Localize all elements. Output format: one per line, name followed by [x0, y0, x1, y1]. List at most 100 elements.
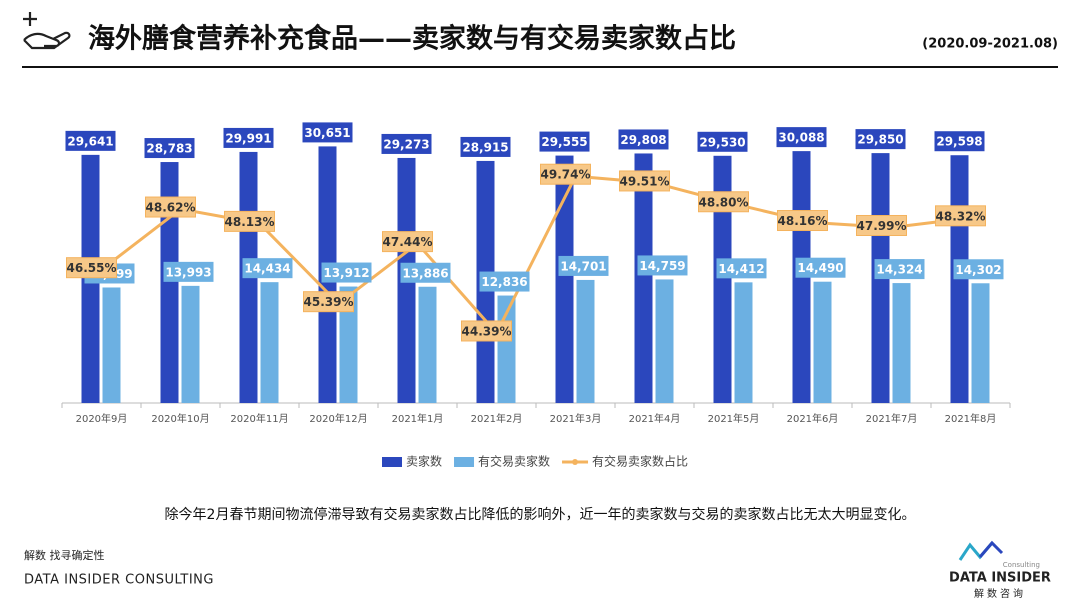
value-label-box: [145, 196, 196, 218]
bar: [892, 283, 911, 403]
value-label-box: [321, 262, 372, 283]
logo-cn: 解数咨询: [974, 587, 1026, 600]
value-label-box: [65, 130, 116, 151]
value-label: 29,850: [857, 133, 903, 147]
legend-label: 有交易卖家数占比: [592, 454, 688, 469]
value-label: 30,651: [304, 126, 350, 140]
value-label-box: [303, 291, 354, 313]
value-label: 14,302: [955, 263, 1001, 277]
value-label-box: [540, 163, 591, 185]
bar: [713, 155, 732, 403]
value-label: 48.13%: [225, 215, 275, 229]
value-label-box: [302, 122, 353, 143]
value-label-box: [618, 129, 669, 150]
logo-sub: Consulting: [1003, 561, 1040, 569]
value-label: 14,759: [639, 259, 685, 273]
title-icon: [23, 12, 71, 50]
value-label-box: [934, 131, 985, 152]
bar: [971, 283, 990, 403]
value-label: 29,530: [699, 135, 745, 149]
value-label: 14,412: [718, 262, 764, 276]
value-label: 13,886: [402, 266, 448, 280]
legend-label: 卖家数: [406, 454, 442, 469]
logo-mark: [958, 540, 1004, 561]
bar: [813, 281, 832, 403]
value-label-box: [539, 131, 590, 152]
value-label: 29,808: [620, 133, 666, 147]
legend-swatch: [454, 457, 475, 467]
bar: [339, 286, 358, 403]
bar: [734, 282, 753, 403]
value-label: 30,088: [778, 131, 824, 145]
value-label-box: [381, 133, 432, 154]
value-label: 47.99%: [857, 219, 907, 233]
value-label: 45.39%: [304, 295, 354, 309]
x-tick-label: 2021年2月: [471, 412, 523, 425]
value-label-box: [400, 262, 451, 283]
x-tick-label: 2021年1月: [392, 412, 444, 425]
value-label-box: [777, 210, 828, 232]
value-label: 44.39%: [462, 324, 512, 338]
value-label-box: [855, 129, 906, 150]
value-label: 46.55%: [67, 261, 117, 275]
value-label: 14,324: [876, 263, 922, 277]
value-label-box: [619, 170, 670, 192]
line: [100, 174, 971, 336]
value-label: 49.74%: [541, 168, 591, 182]
x-tick-label: 2020年12月: [309, 412, 367, 425]
value-label: 28,915: [462, 140, 508, 154]
x-tick-label: 2020年10月: [151, 412, 209, 425]
value-label-box: [697, 131, 748, 152]
legend-swatch-dot: [572, 459, 579, 465]
value-label: 13,993: [165, 265, 211, 279]
legend-swatch: [382, 457, 402, 467]
annotation: 除今年2月春节期间物流停滞导致有交易卖家数占比降低的影响外，近一年的卖家数与交易…: [165, 506, 916, 523]
value-label: 29,273: [383, 137, 429, 151]
chart-subtitle: (2020.09-2021.08): [922, 37, 1058, 52]
bar: [555, 155, 574, 403]
value-label-box: [637, 255, 688, 276]
value-label-box: [223, 127, 274, 148]
bar: [634, 153, 653, 403]
chart-title: 海外膳食营养补充食品——卖家数与有交易卖家数占比: [88, 23, 736, 55]
value-label: 14,701: [560, 259, 606, 273]
value-label-box: [953, 259, 1004, 280]
x-tick-label: 2021年8月: [945, 412, 997, 425]
value-label: 48.80%: [699, 195, 749, 209]
x-tick-label: 2020年9月: [76, 412, 128, 425]
value-label-box: [66, 257, 117, 279]
value-label-box: [698, 191, 749, 213]
x-tick-label: 2021年4月: [629, 412, 681, 425]
x-tick-label: 2020年11月: [230, 412, 288, 425]
bar: [260, 282, 279, 403]
value-label: 14,490: [797, 261, 843, 275]
value-label: 29,598: [936, 135, 982, 149]
value-label: 48.62%: [146, 201, 196, 215]
value-label: 12,836: [481, 275, 527, 289]
value-label-box: [716, 258, 767, 279]
value-label: 48.32%: [936, 209, 986, 223]
value-label-box: [935, 205, 986, 227]
bar: [576, 279, 595, 403]
value-label-box: [460, 136, 511, 157]
value-label: 48.16%: [778, 214, 828, 228]
value-label-box: [163, 261, 214, 282]
value-label-box: [461, 320, 512, 342]
value-label: 49.51%: [620, 174, 670, 188]
value-label: 14,434: [244, 262, 290, 276]
value-label-box: [479, 271, 530, 292]
value-label: 29,991: [225, 131, 271, 145]
x-tick-label: 2021年3月: [550, 412, 602, 425]
x-tick-label: 2021年6月: [787, 412, 839, 425]
value-label-box: [224, 210, 275, 232]
value-label-box: [795, 257, 846, 278]
value-label-box: [776, 127, 827, 148]
bar: [181, 285, 200, 403]
legend-label: 有交易卖家数: [478, 454, 550, 469]
value-label: 29,555: [541, 135, 587, 149]
value-label: 28,783: [146, 142, 192, 156]
value-label: 47.44%: [383, 235, 433, 249]
value-label-box: [874, 259, 925, 280]
slogan: 解数 找寻确定性: [24, 548, 105, 562]
